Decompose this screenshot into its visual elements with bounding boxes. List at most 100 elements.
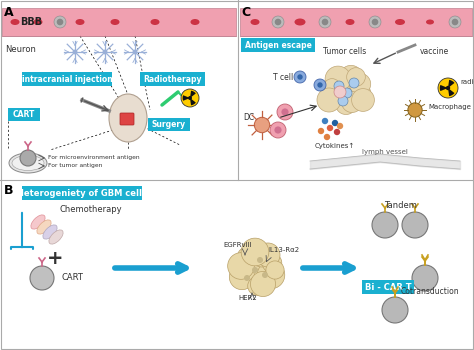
Text: DC: DC [243,113,254,122]
Circle shape [332,120,338,126]
Text: Surgery: Surgery [152,120,186,129]
Circle shape [349,78,359,88]
Text: Radiotherapy: Radiotherapy [143,75,202,84]
Text: Cytokines↑: Cytokines↑ [315,143,355,149]
Circle shape [346,68,365,86]
Circle shape [438,78,458,98]
FancyBboxPatch shape [148,118,190,131]
Text: HER2: HER2 [238,295,257,301]
FancyBboxPatch shape [22,186,142,200]
Circle shape [339,65,363,89]
Wedge shape [182,95,190,101]
Circle shape [229,264,255,290]
Circle shape [446,86,450,90]
Circle shape [408,103,422,117]
Circle shape [318,128,324,134]
Text: radiotherapy: radiotherapy [460,79,474,85]
Ellipse shape [109,94,147,142]
Circle shape [322,19,328,25]
Text: C: C [241,6,250,19]
FancyBboxPatch shape [120,113,134,125]
Ellipse shape [191,19,200,25]
Circle shape [336,93,356,114]
Circle shape [257,261,285,289]
Text: For tumor antigen: For tumor antigen [48,163,102,168]
Circle shape [402,212,428,238]
FancyBboxPatch shape [8,108,40,121]
Ellipse shape [49,230,63,244]
Wedge shape [448,80,455,88]
Circle shape [102,50,108,54]
Circle shape [254,117,270,133]
Circle shape [324,79,340,95]
Circle shape [372,212,398,238]
Circle shape [317,82,323,88]
Circle shape [250,243,274,267]
Circle shape [244,275,250,281]
Circle shape [349,73,371,95]
Text: vaccine: vaccine [420,48,449,56]
Circle shape [266,261,284,279]
Circle shape [252,267,258,273]
Circle shape [57,19,64,25]
Circle shape [272,16,284,28]
Wedge shape [448,88,455,96]
Circle shape [297,74,303,80]
FancyBboxPatch shape [22,72,112,86]
FancyBboxPatch shape [362,280,414,294]
Circle shape [412,265,438,291]
Circle shape [54,16,66,28]
Circle shape [248,277,266,295]
Circle shape [181,89,199,107]
Text: For microenvironment antigen: For microenvironment antigen [48,155,140,161]
Circle shape [241,238,269,266]
Text: Neuron: Neuron [5,46,36,55]
Ellipse shape [294,19,306,26]
Circle shape [294,71,306,83]
Text: Tumor cells: Tumor cells [323,48,366,56]
Circle shape [323,86,343,106]
Circle shape [382,297,408,323]
Circle shape [334,86,346,98]
Circle shape [275,19,281,25]
FancyBboxPatch shape [241,38,315,52]
Circle shape [342,88,352,98]
Circle shape [237,247,257,267]
Text: +: + [47,248,63,267]
Text: CART: CART [13,110,35,119]
Wedge shape [190,98,196,105]
Ellipse shape [426,20,434,25]
FancyBboxPatch shape [240,8,472,36]
FancyBboxPatch shape [140,72,205,86]
Ellipse shape [37,220,51,234]
Circle shape [341,91,363,112]
Circle shape [337,123,343,129]
Text: Bi - CAR T: Bi - CAR T [365,282,411,292]
Ellipse shape [9,153,47,173]
Text: EGFRvIII: EGFRvIII [224,242,252,248]
Circle shape [270,122,286,138]
Text: A: A [4,6,14,19]
Circle shape [452,19,458,25]
Circle shape [30,266,54,290]
Circle shape [369,16,381,28]
Circle shape [262,272,268,278]
Ellipse shape [395,19,405,25]
Circle shape [337,82,354,98]
Ellipse shape [34,19,43,25]
Circle shape [324,134,330,140]
Circle shape [244,259,266,281]
Circle shape [352,89,374,111]
Ellipse shape [10,19,19,25]
Circle shape [319,16,331,28]
Circle shape [338,96,348,106]
Circle shape [325,66,351,92]
Circle shape [250,272,275,296]
Text: Antigen escape: Antigen escape [245,41,311,49]
Ellipse shape [151,19,159,25]
Circle shape [73,50,77,54]
Text: T cell: T cell [273,72,293,82]
Text: BBB: BBB [20,17,42,27]
Ellipse shape [250,19,259,25]
Text: Heterogeniety of GBM cells: Heterogeniety of GBM cells [17,189,147,197]
